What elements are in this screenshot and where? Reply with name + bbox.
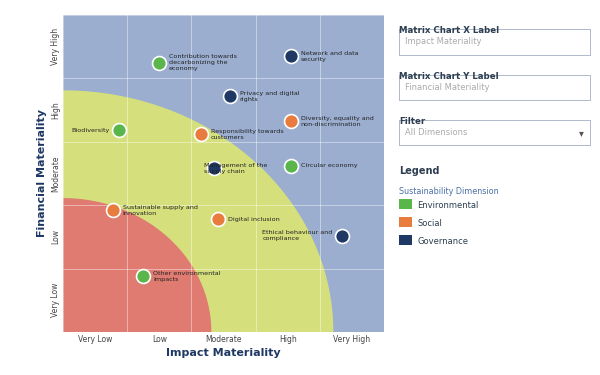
Point [337, 232, 347, 238]
Text: Environmental: Environmental [417, 201, 478, 210]
Point [155, 60, 164, 66]
Polygon shape [63, 199, 211, 332]
Text: ▾: ▾ [579, 128, 584, 138]
Text: All Dimensions: All Dimensions [405, 128, 467, 137]
Text: Sustainable supply and
innovation: Sustainable supply and innovation [123, 205, 198, 216]
Text: Diversity, equality and
non-discrimination: Diversity, equality and non-discriminati… [301, 116, 373, 127]
Text: Responsibility towards
customers: Responsibility towards customers [211, 129, 283, 140]
Text: Contribution towards
decarbonizing the
economy: Contribution towards decarbonizing the e… [169, 54, 237, 71]
Text: Network and data
security: Network and data security [301, 51, 358, 62]
Text: Circular economy: Circular economy [301, 164, 357, 168]
Point [286, 118, 296, 124]
Point [225, 93, 235, 99]
Text: Digital inclusion: Digital inclusion [228, 217, 280, 222]
Text: Other environmental
impacts: Other environmental impacts [153, 271, 220, 282]
Text: Sustainability Dimension: Sustainability Dimension [399, 187, 499, 196]
Text: Legend: Legend [399, 166, 439, 176]
Point [139, 273, 148, 279]
Y-axis label: Financial Materiality: Financial Materiality [37, 110, 47, 237]
Text: Biodiversity: Biodiversity [71, 128, 110, 133]
Point [196, 131, 206, 137]
Point [214, 216, 223, 222]
X-axis label: Impact Materiality: Impact Materiality [166, 348, 281, 358]
Polygon shape [63, 91, 332, 332]
Point [115, 128, 124, 134]
Text: Ethical behaviour and
compliance: Ethical behaviour and compliance [262, 230, 332, 241]
Point [286, 163, 296, 169]
Point [209, 165, 218, 171]
Text: Management of the
supply chain: Management of the supply chain [204, 163, 268, 174]
Text: Privacy and digital
rights: Privacy and digital rights [239, 91, 299, 102]
Text: Matrix Chart X Label: Matrix Chart X Label [399, 26, 499, 35]
Text: Matrix Chart Y Label: Matrix Chart Y Label [399, 72, 499, 81]
Text: Social: Social [417, 219, 442, 228]
Text: Governance: Governance [417, 237, 468, 246]
Text: Financial Materiality: Financial Materiality [405, 83, 489, 92]
Point [286, 53, 296, 59]
Text: Impact Materiality: Impact Materiality [405, 38, 481, 46]
Point [108, 207, 118, 213]
Text: Filter: Filter [399, 117, 425, 126]
